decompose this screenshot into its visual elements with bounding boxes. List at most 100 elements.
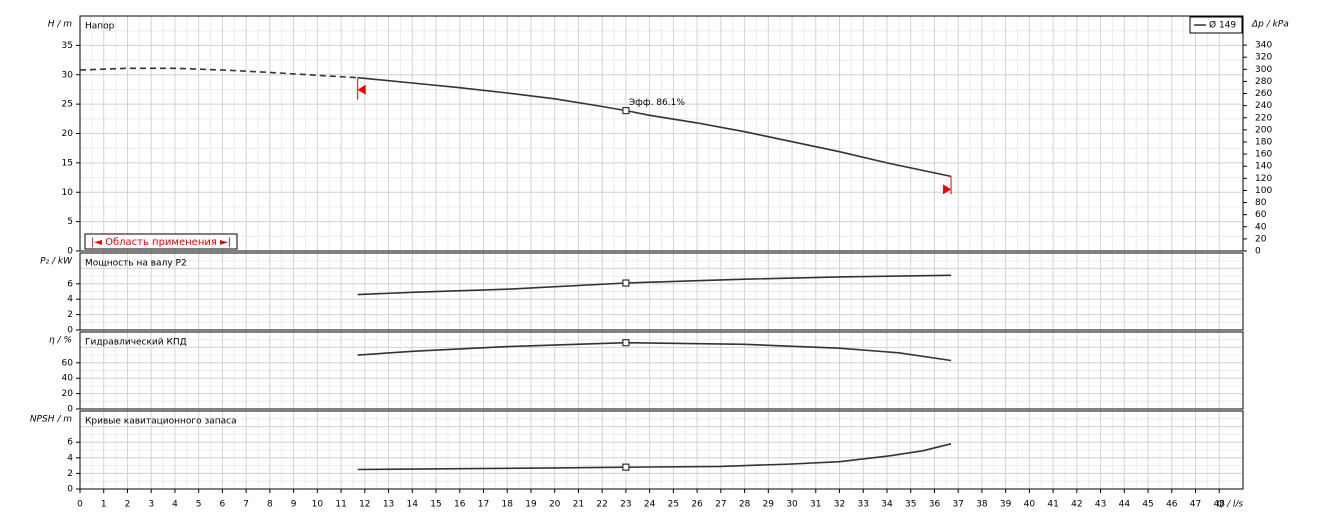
x-tick-label: 21	[573, 500, 584, 510]
x-axis-label: Q / l/s	[1217, 500, 1243, 510]
x-tick-label: 37	[952, 500, 963, 510]
x-tick-label: 43	[1095, 500, 1106, 510]
x-tick-label: 28	[739, 500, 751, 510]
curve	[357, 443, 952, 471]
curve	[79, 67, 358, 79]
curve	[357, 341, 952, 362]
x-tick-label: 32	[834, 500, 845, 510]
x-tick-label: 34	[881, 500, 893, 510]
range-start-arrow	[357, 84, 366, 95]
x-tick-label: 45	[1142, 500, 1153, 510]
panel-frame	[79, 410, 1244, 490]
y2-tick-label: 320	[1255, 53, 1272, 63]
x-tick-label: 29	[763, 500, 775, 510]
x-tick-label: 46	[1166, 500, 1178, 510]
y-tick-label: 5	[67, 217, 73, 227]
y2-tick-label: 80	[1255, 198, 1267, 208]
x-tick-label: 7	[243, 500, 249, 510]
x-tick-label: 26	[691, 500, 703, 510]
operating-point	[622, 463, 630, 471]
y-tick-label: 0	[67, 326, 73, 336]
panel: 0 5 10 15 20 25 30 35 0 20 40 60 80 100 120 140 160 180 20…	[48, 15, 1289, 257]
y-tick-label: 6	[67, 438, 73, 448]
panel-title: Напор	[85, 22, 115, 32]
y-tick-label: 4	[67, 453, 73, 463]
y-tick-label: 0	[67, 405, 73, 415]
operating-point	[622, 279, 630, 287]
x-tick-label: 39	[1000, 500, 1012, 510]
x-tick-label: 24	[644, 500, 656, 510]
x-tick-label: 48	[1214, 500, 1226, 510]
x-tick-label: 1	[101, 500, 107, 510]
x-tick-label: 8	[267, 500, 273, 510]
y-axis-label: P₂ / kW	[40, 257, 73, 267]
x-tick-label: 22	[596, 500, 607, 510]
x-tick-label: 9	[291, 500, 297, 510]
y-tick-label: 20	[62, 129, 74, 139]
y2-tick-label: 240	[1255, 101, 1272, 111]
y-tick-label: 6	[67, 279, 73, 289]
legend-box	[1189, 16, 1243, 34]
y-axis-label: η / %	[49, 336, 72, 346]
curve	[357, 76, 952, 178]
x-tick-label: 25	[668, 500, 679, 510]
x-tick-label: 10	[312, 500, 324, 510]
x-tick-label: 5	[196, 500, 202, 510]
y-tick-label: 60	[62, 358, 74, 368]
y-tick-label: 25	[62, 100, 73, 110]
x-tick-label: 20	[549, 500, 561, 510]
y-tick-label: 4	[67, 295, 73, 305]
point-label: Эфф. 86.1%	[629, 98, 685, 108]
y2-tick-label: 280	[1255, 77, 1272, 87]
y2-tick-label: 20	[1255, 234, 1267, 244]
y2-tick-label: 200	[1255, 125, 1272, 135]
x-tick-label: 27	[715, 500, 726, 510]
panel-title: Кривые кавитационного запаса	[85, 417, 237, 427]
y-tick-label: 10	[62, 188, 74, 198]
y-axis-label: H / m	[48, 20, 73, 30]
x-tick-label: 42	[1071, 500, 1082, 510]
x-tick-label: 12	[359, 500, 370, 510]
y2-tick-label: 260	[1255, 89, 1272, 99]
panel-title: Мощность на валу P2	[85, 259, 187, 269]
operating-point	[622, 339, 630, 347]
y-tick-label: 2	[67, 469, 73, 479]
y2-tick-label: 40	[1255, 222, 1267, 232]
range-label: |◄ Область применения ►|	[91, 237, 231, 248]
y2-tick-label: 300	[1255, 65, 1272, 75]
y2-tick-label: 160	[1255, 150, 1272, 160]
y-tick-label: 2	[67, 310, 73, 320]
y-tick-label: 0	[67, 485, 73, 495]
panel: 0 2 4 6 P₂ / kW Мощность на валу P2	[40, 252, 1244, 336]
panel-frame	[79, 15, 1244, 252]
x-tick-label: 33	[858, 500, 869, 510]
x-tick-label: 0	[77, 500, 83, 510]
panel-frame	[79, 331, 1244, 410]
x-tick-label: 36	[929, 500, 941, 510]
x-tick-label: 6	[220, 500, 226, 510]
y2-tick-label: 120	[1255, 174, 1272, 184]
x-tick-label: 2	[125, 500, 131, 510]
x-tick-label: 4	[172, 500, 178, 510]
x-tick-label: 30	[786, 500, 798, 510]
x-tick-label: 14	[407, 500, 419, 510]
x-tick-label: 44	[1119, 500, 1131, 510]
y2-tick-label: 220	[1255, 113, 1272, 123]
x-tick-label: 3	[148, 500, 154, 510]
y2-tick-label: 60	[1255, 210, 1267, 220]
y2-tick-label: 100	[1255, 186, 1272, 196]
x-tick-label: 15	[430, 500, 441, 510]
range-end-arrow	[943, 184, 952, 195]
y-tick-label: 30	[62, 70, 74, 80]
x-tick-label: 31	[810, 500, 821, 510]
y2-tick-label: 140	[1255, 162, 1272, 172]
y-tick-label: 35	[62, 41, 73, 51]
x-tick-label: 41	[1047, 500, 1058, 510]
x-tick-label: 40	[1024, 500, 1036, 510]
x-tick-label: 18	[501, 500, 513, 510]
panel: 0 20 40 60 η / % Гидравлический КПД	[49, 331, 1244, 415]
x-tick-label: 47	[1190, 500, 1201, 510]
panel-title: Гидравлический КПД	[85, 338, 187, 348]
x-tick-label: 35	[905, 500, 916, 510]
